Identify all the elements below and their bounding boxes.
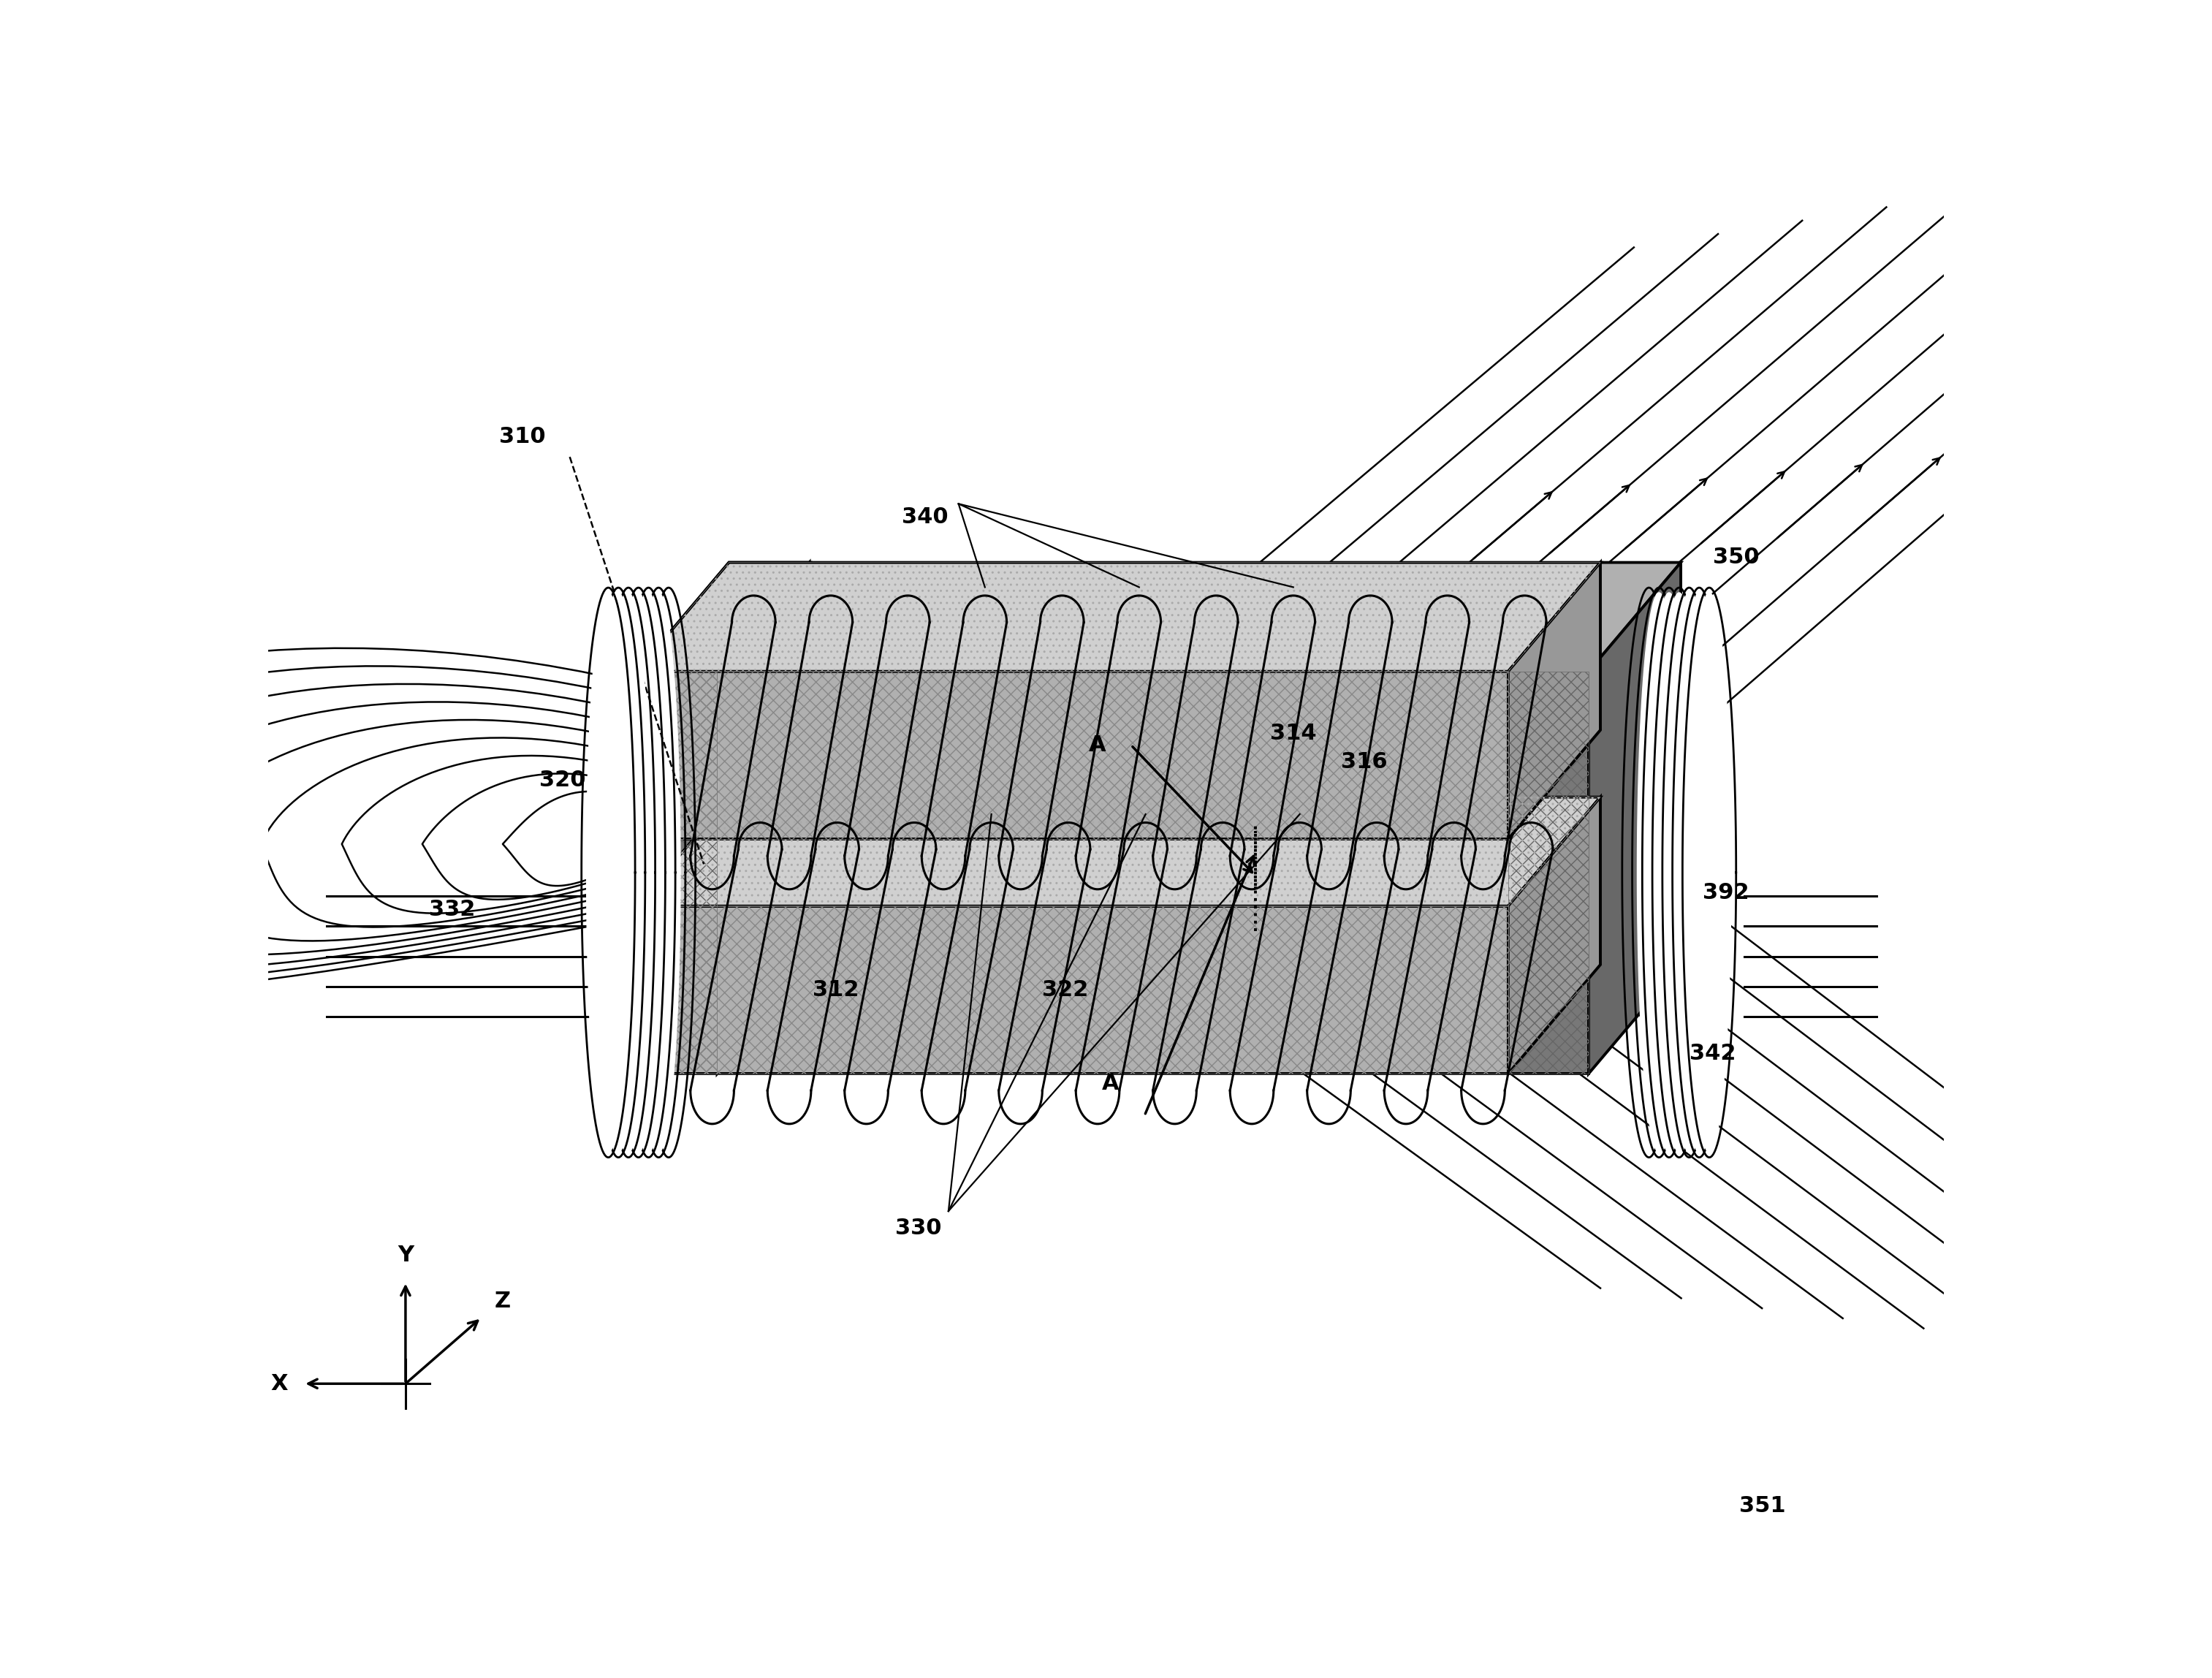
Polygon shape: [1509, 562, 1599, 839]
Text: A: A: [1102, 1072, 1119, 1094]
Text: 320: 320: [540, 770, 586, 790]
Polygon shape: [637, 562, 810, 671]
Polygon shape: [637, 671, 1509, 839]
Text: X: X: [270, 1373, 288, 1394]
Text: 350: 350: [1712, 547, 1759, 569]
Polygon shape: [626, 592, 670, 1153]
Polygon shape: [1509, 671, 1588, 1074]
Polygon shape: [1677, 592, 1721, 1153]
Text: A: A: [1088, 735, 1106, 755]
Text: Y: Y: [398, 1245, 414, 1265]
Polygon shape: [1648, 592, 1690, 1153]
Text: 316: 316: [1340, 752, 1387, 772]
Text: 392: 392: [1703, 883, 1750, 903]
Polygon shape: [1657, 592, 1701, 1153]
Text: 310: 310: [500, 426, 546, 448]
Polygon shape: [637, 671, 717, 1074]
Polygon shape: [1637, 592, 1681, 1153]
Text: 332: 332: [429, 899, 476, 920]
Polygon shape: [637, 592, 681, 1153]
Text: 342: 342: [1690, 1044, 1736, 1064]
Polygon shape: [617, 592, 659, 1153]
Text: 340: 340: [902, 507, 949, 529]
Text: 322: 322: [1042, 980, 1088, 1000]
Text: 351: 351: [1739, 1495, 1785, 1517]
Polygon shape: [637, 906, 1509, 1074]
Text: 312: 312: [812, 980, 858, 1000]
Polygon shape: [586, 592, 630, 1153]
Polygon shape: [717, 562, 810, 1074]
Text: 330: 330: [896, 1217, 942, 1238]
Polygon shape: [637, 562, 1599, 671]
Polygon shape: [1509, 797, 1599, 1074]
Polygon shape: [606, 592, 650, 1153]
Polygon shape: [1509, 562, 1681, 671]
Polygon shape: [1588, 562, 1681, 1074]
Text: Z: Z: [495, 1290, 511, 1312]
Text: 314: 314: [1270, 723, 1316, 743]
Polygon shape: [597, 592, 639, 1153]
Polygon shape: [1668, 592, 1710, 1153]
Polygon shape: [637, 797, 1599, 906]
Polygon shape: [1688, 592, 1732, 1153]
